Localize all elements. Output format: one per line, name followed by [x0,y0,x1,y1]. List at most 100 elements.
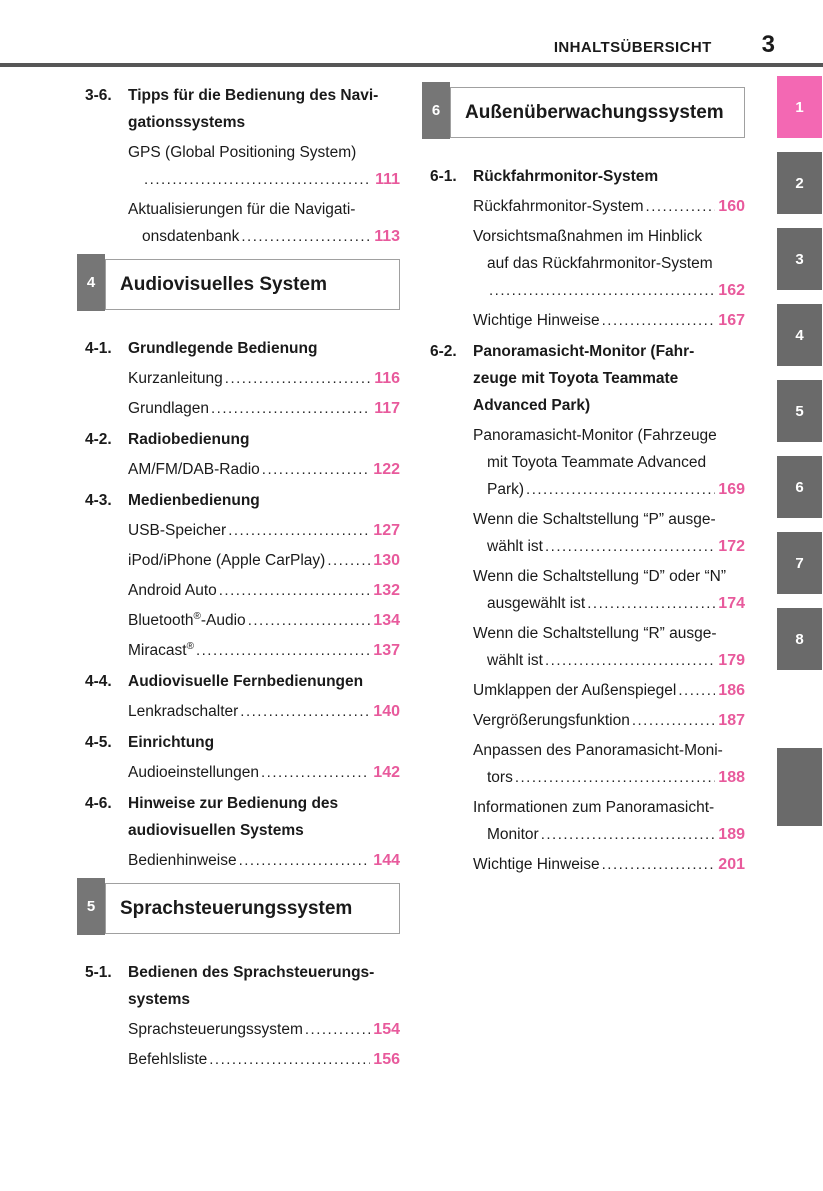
chapter-heading: 5 Sprachsteuerungssystem [77,878,400,935]
toc-entry[interactable]: Informationen zum Panoramasicht- Monitor… [473,794,745,848]
chapter-title: Sprachsteuerungssystem [120,898,353,919]
toc-entry[interactable]: Grundlagen 117 [128,395,400,422]
entry-text: Android Auto [128,582,217,599]
toc-entry[interactable]: Wenn die Schaltstellung “D” oder “N” aus… [473,563,745,617]
toc-entry[interactable]: Miracast® 137 [128,637,400,664]
page-ref: 113 [374,228,400,245]
dot-leader [515,764,715,791]
side-tab-index: 1 2 3 4 5 6 7 8 [777,0,823,1191]
page-ref: 127 [373,522,400,539]
dot-leader [489,277,715,304]
entry-text: USB-Speicher [128,522,227,539]
side-tab-8[interactable]: 8 [777,608,822,670]
page-ref: 156 [373,1051,400,1068]
dot-leader [219,577,371,604]
toc-entry[interactable]: iPod/iPhone (Apple CarPlay) 130 [128,547,400,574]
chapter-heading: 6 Außenüberwachungssystem [422,82,745,139]
toc-entry[interactable]: Wichtige Hinweise 167 [473,307,745,334]
page-ref: 172 [718,538,745,555]
dot-leader [305,1016,370,1043]
page-ref: 160 [718,198,745,215]
page-ref: 189 [718,826,745,843]
toc-section: 4-6. Hinweise zur Bedienung des audiovisue… [77,790,400,844]
toc-entry[interactable]: Vorsichtsmaßnahmen im Hinblick auf das Rü… [473,223,745,304]
side-tab-6[interactable]: 6 [777,456,822,518]
chapter-title: Audiovisuelles System [120,274,327,295]
entry-text-line: Informationen zum Panoramasicht- [473,799,715,816]
toc-entry[interactable]: Umklappen der Außenspiegel 186 [473,677,745,704]
toc-entry[interactable]: Lenkradschalter 140 [128,698,400,725]
toc-entry[interactable]: AM/FM/DAB-Radio 122 [128,456,400,483]
dot-leader [228,517,370,544]
side-tab-5[interactable]: 5 [777,380,822,442]
toc-entry[interactable]: Sprachsteuerungssystem 154 [128,1016,400,1043]
page-ref: 174 [718,595,745,612]
toc-entry[interactable]: Wenn die Schaltstellung “P” ausge- wählt… [473,506,745,560]
entry-last-line: Wichtige Hinweise 201 [473,851,745,878]
side-tab-2[interactable]: 2 [777,152,822,214]
side-tab-7[interactable]: 7 [777,532,822,594]
entry-text-line: Wenn die Schaltstellung “D” oder “N” [473,568,726,585]
toc-section: 4-5. Einrichtung [77,729,400,756]
section-title-line: Advanced Park) [473,397,591,414]
page-ref: 201 [718,856,745,873]
toc-entry[interactable]: Audioeinstellungen 142 [128,759,400,786]
toc-entry[interactable]: Wenn die Schaltstellung “R” ausge- wählt… [473,620,745,674]
section-number: 5-1. [85,964,112,981]
toc-entry[interactable]: Befehlsliste 156 [128,1046,400,1073]
page-ref: 134 [373,612,400,629]
entry-text: Rückfahrmonitor-System [473,198,644,215]
entry-last-line: USB-Speicher 127 [128,517,400,544]
dot-leader [211,395,371,422]
side-tab-1[interactable]: 1 [777,76,822,138]
entry-last-line: iPod/iPhone (Apple CarPlay) 130 [128,547,400,574]
toc-entry[interactable]: Vergrößerungsfunktion 187 [473,707,745,734]
section-title-line: systems [128,991,191,1008]
side-tab-4[interactable]: 4 [777,304,822,366]
chapter-number-badge: 6 [422,82,450,139]
section-number: 6-2. [430,343,457,360]
page-number: 3 [761,31,775,58]
toc-entry[interactable]: Aktualisierungen für die Navigati- onsda… [128,196,400,250]
page-ref: 187 [718,712,745,729]
toc-entry[interactable]: Rückfahrmonitor-System 160 [473,193,745,220]
entry-text: Miracast® [128,640,194,659]
dot-leader [545,647,715,674]
toc-entry[interactable]: Wichtige Hinweise 201 [473,851,745,878]
entry-last-line: Lenkradschalter 140 [128,698,400,725]
dot-leader [241,223,371,250]
header-title: INHALTSÜBERSICHT [553,39,712,56]
entry-text: Bedienhinweise [128,852,237,869]
entry-last-line: Audioeinstellungen 142 [128,759,400,786]
toc-column-right: 6 Außenüberwachungssystem 6-1. Rückfahrmo… [422,78,745,1076]
toc-entry[interactable]: Bedienhinweise 144 [128,847,400,874]
section-title-line: zeuge mit Toyota Teammate [473,370,679,387]
dot-leader [240,698,370,725]
page-ref: 132 [373,582,400,599]
entry-last-line: tors 188 [473,764,745,791]
page-ref: 142 [373,764,400,781]
page-ref: 144 [373,852,400,869]
toc-entry[interactable]: Bluetooth®-Audio 134 [128,607,400,634]
toc-entry[interactable]: Panoramasicht-Monitor (Fahrzeuge mit Toyo… [473,422,745,503]
toc-entry[interactable]: Android Auto 132 [128,577,400,604]
entry-last-line: Kurzanleitung 116 [128,365,400,392]
entry-last-line: wählt ist 179 [473,647,745,674]
side-tab-blank[interactable] [777,748,822,826]
entry-text-line: auf das Rückfahrmonitor-System [487,255,713,272]
entry-text: Vergrößerungsfunktion [473,712,630,729]
entry-text: Grundlagen [128,400,210,417]
side-tab-3[interactable]: 3 [777,228,822,290]
entry-last-line: onsdatenbank 113 [128,223,400,250]
toc-entry[interactable]: Anpassen des Panoramasicht-Moni- tors 18… [473,737,745,791]
toc-entry[interactable]: GPS (Global Positioning System) 111 [128,139,400,193]
dot-leader [541,821,716,848]
section-title-line: Hinweise zur Bedienung des [128,795,339,812]
dot-leader [587,590,715,617]
toc-entry[interactable]: Kurzanleitung 116 [128,365,400,392]
toc-section: 4-1. Grundlegende Bedienung [77,335,400,362]
toc-entry[interactable]: USB-Speicher 127 [128,517,400,544]
dot-leader [646,193,716,220]
toc-content: 3-6. Tipps für die Bedienung des Navi-gat… [77,78,745,1076]
